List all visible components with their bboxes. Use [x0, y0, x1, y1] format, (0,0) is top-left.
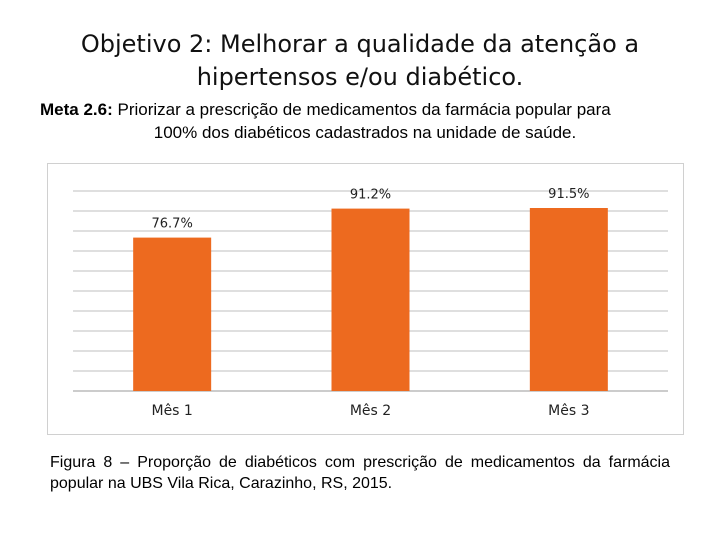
x-tick-label: Mês 3: [548, 403, 589, 419]
meta-description: Meta 2.6: Priorizar a prescrição de medi…: [40, 98, 690, 144]
slide-title-line1: Objetivo 2: Melhorar a qualidade da aten…: [80, 30, 640, 58]
meta-text-line2: 100% dos diabéticos cadastrados na unida…: [153, 123, 577, 142]
slide-title-line2: hipertensos e/ou diabético.: [196, 63, 524, 91]
data-label: 76.7%: [152, 217, 193, 232]
x-tick-label: Mês 2: [350, 403, 391, 419]
meta-label: Meta 2.6:: [40, 100, 113, 119]
chart-svg: 76.7% 91.2% 91.5% Mês 1 Mês 2 Mês 3: [73, 187, 668, 419]
bars: [133, 208, 608, 391]
figure-caption: Figura 8 – Proporção de diabéticos com p…: [50, 454, 670, 492]
meta-text-line1: Priorizar a prescrição de medicamentos d…: [117, 100, 611, 119]
data-label: 91.2%: [350, 188, 391, 203]
x-tick-labels: Mês 1 Mês 2 Mês 3: [151, 403, 589, 419]
x-tick-label: Mês 1: [151, 403, 192, 419]
data-label: 91.5%: [548, 187, 589, 202]
bar: [133, 237, 212, 391]
bar: [529, 208, 608, 391]
slide-title: Objetivo 2: Melhorar a qualidade da aten…: [60, 28, 660, 94]
bar-chart: 76.7% 91.2% 91.5% Mês 1 Mês 2 Mês 3: [47, 163, 684, 435]
data-labels: 76.7% 91.2% 91.5%: [152, 187, 590, 232]
bar: [331, 208, 410, 391]
